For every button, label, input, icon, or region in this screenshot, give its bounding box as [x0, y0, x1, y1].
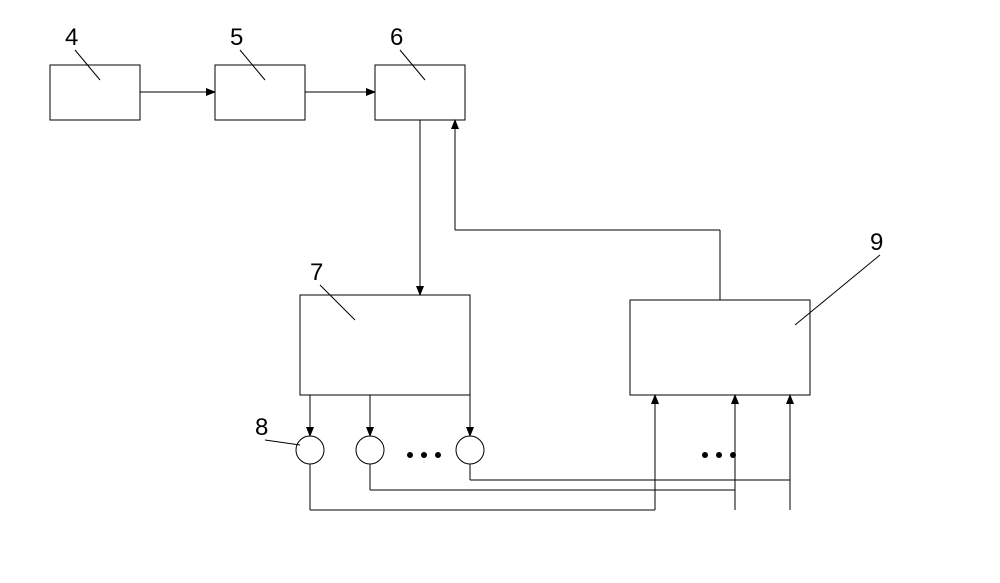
node-c2: [356, 436, 384, 464]
label-l9: 9: [870, 229, 883, 256]
label-l4: 4: [65, 24, 78, 51]
ellipsis: [407, 452, 441, 458]
leader-l9: [795, 255, 880, 325]
label-l5: 5: [230, 24, 243, 51]
ellipsis: [702, 452, 736, 458]
block-n7: [300, 295, 470, 395]
label-l7: 7: [310, 259, 323, 286]
diagram-canvas: 4 5 6 7 8 9: [0, 0, 1000, 583]
block-n9: [630, 300, 810, 395]
leader-l8: [265, 440, 300, 445]
label-l8: 8: [255, 414, 268, 441]
node-c1: [296, 436, 324, 464]
node-c3: [456, 436, 484, 464]
label-l6: 6: [390, 24, 403, 51]
leader-l7: [320, 285, 355, 320]
